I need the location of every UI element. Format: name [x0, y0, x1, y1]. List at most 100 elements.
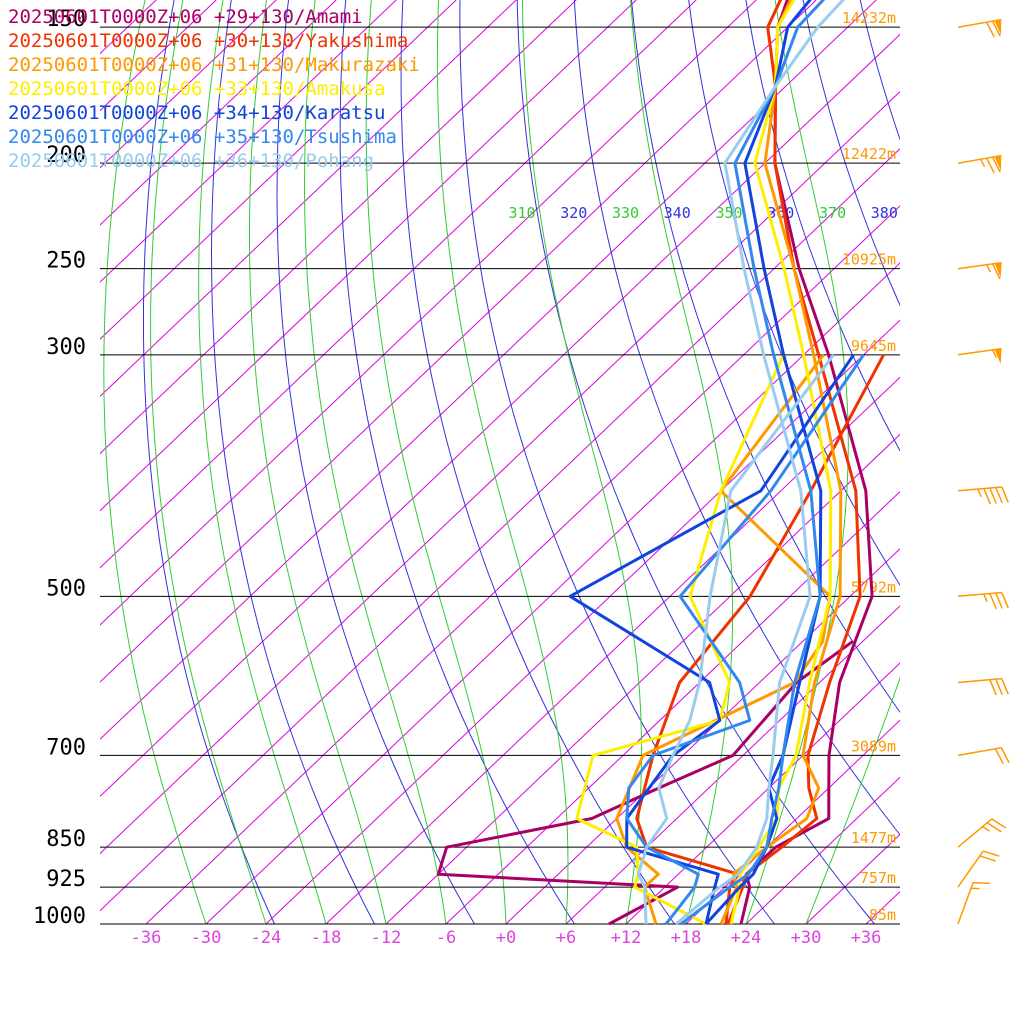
temperature-tick-label: +30	[791, 928, 822, 948]
wind-barb	[957, 347, 1002, 364]
pressure-label: 250	[46, 249, 86, 274]
height-label: 757m	[860, 869, 896, 887]
temperature-tick-label: +12	[611, 928, 642, 948]
barb-full	[1001, 678, 1009, 695]
profile-group	[568, 0, 855, 926]
pressure-label: 1000	[33, 904, 86, 929]
pressure-label: 700	[46, 735, 86, 760]
moist-adiabat	[303, 0, 447, 924]
barb-full	[979, 855, 996, 862]
theta-label: 320	[560, 204, 587, 222]
pressure-labels: 1001502002503005007008509251000	[33, 7, 86, 929]
legend-entry: 20250601T0000Z+06 +31+130/Makurazaki	[8, 54, 420, 76]
barb-shaft	[957, 677, 1002, 684]
barb-full	[1001, 592, 1009, 609]
barb-full	[991, 20, 1001, 37]
height-labels: 16661m14232m12422m10925m9645m5792m3089m1…	[842, 9, 896, 924]
barb-half	[983, 593, 988, 603]
isotherm-line	[100, 0, 757, 626]
dry-adiabat	[975, 0, 1024, 924]
moist-adiabat	[436, 0, 569, 924]
isotherm-line	[100, 0, 337, 226]
temperature-axis: -36 -30 -24 -18 -12 -6 +0 +6 +12 +18 +24 +30 +36	[131, 928, 882, 948]
height-label: 12422m	[842, 145, 896, 163]
isotherm-line	[565, 605, 900, 924]
temperature-line	[719, 0, 843, 925]
temperature-tick-label: -18	[311, 928, 342, 948]
legend-entry: 20250601T0000Z+06 +33+130/Amakusa	[8, 78, 386, 100]
barb-full	[991, 818, 1007, 829]
isotherm-line	[205, 262, 900, 924]
moist-adiabat	[521, 0, 643, 924]
barb-half	[991, 349, 997, 358]
pressure-label: 200	[46, 143, 86, 168]
wind-barb	[957, 591, 1009, 610]
dewpoint-line	[625, 353, 865, 925]
isotherm-line	[100, 0, 637, 512]
barb-full	[1001, 486, 1009, 503]
profile-group	[636, 0, 846, 926]
barb-shaft	[957, 18, 1002, 28]
barb-full	[973, 881, 990, 885]
legend-entry: 20250601T0000Z+06 +35+130/Tsushima	[8, 126, 397, 148]
theta-label: 350	[716, 204, 743, 222]
sounding-profiles	[436, 0, 885, 926]
temperature-line	[739, 0, 874, 925]
barb-pennant	[994, 19, 1002, 35]
barb-half	[982, 825, 990, 832]
temperature-tick-label: +6	[556, 928, 576, 948]
dry-adiabat	[688, 0, 900, 586]
height-label: 85m	[869, 906, 896, 924]
theta-label: 370	[819, 204, 846, 222]
moist-adiabat	[365, 0, 507, 924]
dry-adiabat-lines	[143, 0, 1024, 924]
moist-adiabat	[150, 0, 267, 924]
barb-half	[977, 488, 982, 498]
wind-barb	[957, 154, 1002, 174]
pressure-label: 925	[46, 867, 86, 892]
isotherm-line	[145, 205, 900, 924]
moist-adiabat	[198, 0, 327, 924]
temperature-tick-label: -6	[436, 928, 456, 948]
barb-shaft	[957, 818, 993, 848]
dry-adiabat	[516, 0, 875, 924]
isotherm-line	[100, 0, 457, 340]
temperature-tick-label: +18	[671, 928, 702, 948]
temperature-line	[726, 0, 862, 925]
isotherm-line	[445, 490, 900, 924]
barb-shaft	[957, 347, 1002, 356]
dry-adiabat	[339, 0, 575, 924]
dry-adiabat	[143, 0, 275, 924]
height-label: 9645m	[851, 337, 896, 355]
pressure-label: 300	[46, 335, 86, 360]
barb-full	[983, 850, 1000, 857]
isotherm-line	[100, 0, 397, 283]
theta-label: 330	[612, 204, 639, 222]
isobar-lines	[100, 26, 900, 925]
isotherm-line	[100, 0, 577, 455]
barb-full	[995, 678, 1003, 695]
barb-full	[989, 487, 997, 504]
barb-half	[979, 158, 986, 167]
height-label: 14232m	[842, 9, 896, 27]
pressure-label: 850	[46, 827, 86, 852]
barb-full	[985, 157, 995, 174]
isotherm-line	[865, 890, 900, 924]
barb-pennant	[994, 262, 1002, 278]
isotherm-line	[385, 433, 900, 924]
theta-label: 310	[508, 204, 535, 222]
wind-barb	[957, 261, 1002, 280]
temperature-tick-label: -30	[191, 928, 222, 948]
dry-adiabat	[400, 0, 675, 924]
isotherm-line	[325, 376, 900, 924]
dewpoint-line	[615, 353, 832, 925]
wind-barb	[957, 677, 1009, 696]
moist-adiabat	[249, 0, 387, 924]
barb-full	[986, 822, 1002, 833]
barb-full	[995, 487, 1003, 504]
barb-pennant	[994, 348, 1002, 364]
barb-shaft	[957, 154, 1002, 164]
moist-adiabat	[805, 676, 900, 924]
moist-adiabat	[630, 0, 734, 924]
